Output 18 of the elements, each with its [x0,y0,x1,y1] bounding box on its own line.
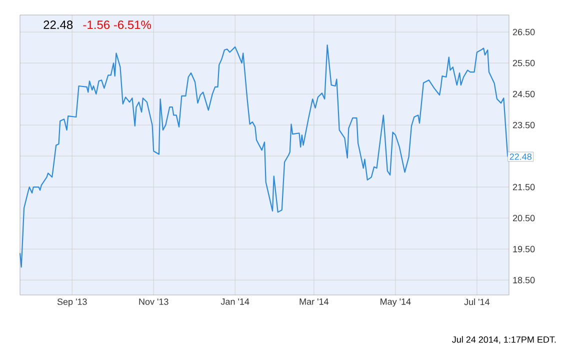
annotation: 22.48 [510,154,532,160]
x-tick-label: Mar '14 [300,298,329,305]
chart-title: 22.48 [44,20,73,30]
x-tick-label: Jan '14 [220,298,250,305]
y-tick-label: 26.50 [512,28,535,36]
x-tick-label: May '14 [380,298,411,307]
y-tick-label: 20.50 [512,214,535,222]
chart-subtitle: -1.56 -6.51% [83,20,151,30]
y-tick-label: 21.50 [512,184,535,190]
y-tick-label: 18.50 [513,276,535,284]
x-tick-label: Jul '14 [464,298,490,306]
x-tick-label: Sep '13 [57,298,87,307]
y-tick-label: 24.50 [512,90,535,98]
text: Jul 24 2014, 1:17PM EDT. [452,336,556,344]
y-tick-label: 25.50 [512,60,535,66]
y-tick-label: 23.50 [512,122,535,128]
y-tick-label: 19.50 [513,246,535,252]
x-tick-label: Nov '13 [139,298,168,305]
